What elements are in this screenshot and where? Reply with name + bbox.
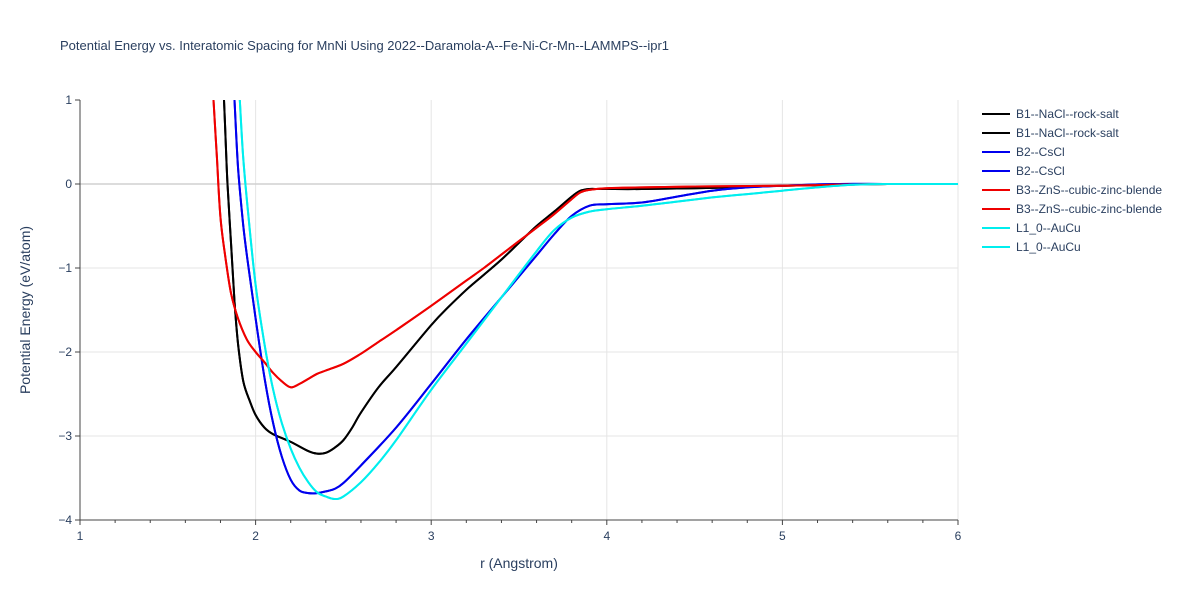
legend-label: B2--CsCl — [1016, 164, 1065, 178]
y-tick-label: −3 — [58, 429, 72, 443]
legend-item[interactable]: B3--ZnS--cubic-zinc-blende — [982, 183, 1162, 197]
legend-label: B1--NaCl--rock-salt — [1016, 107, 1119, 121]
series-line-2 — [233, 100, 958, 495]
x-tick-label: 4 — [603, 529, 610, 543]
y-tick-label: −2 — [58, 345, 72, 359]
legend-label: L1_0--AuCu — [1016, 221, 1081, 235]
legend-item[interactable]: B2--CsCl — [982, 164, 1065, 178]
x-tick-label: 3 — [428, 529, 435, 543]
y-tick-label: −4 — [58, 513, 72, 527]
legend-item[interactable]: L1_0--AuCu — [982, 221, 1081, 235]
legend-item[interactable]: B1--NaCl--rock-salt — [982, 126, 1119, 140]
series-line-4 — [212, 100, 958, 389]
series-line-1 — [223, 100, 958, 455]
series-layer — [212, 100, 958, 501]
x-tick-label: 6 — [955, 529, 962, 543]
legend-label: B2--CsCl — [1016, 145, 1065, 159]
legend-item[interactable]: B3--ZnS--cubic-zinc-blende — [982, 202, 1162, 216]
legend-label: B3--ZnS--cubic-zinc-blende — [1016, 202, 1162, 216]
legend-label: B3--ZnS--cubic-zinc-blende — [1016, 183, 1162, 197]
series-line-5 — [212, 100, 958, 389]
legend[interactable]: B1--NaCl--rock-salt B1--NaCl--rock-salt B2… — [982, 107, 1162, 254]
x-tick-label: 1 — [77, 529, 84, 543]
legend-item[interactable]: L1_0--AuCu — [982, 240, 1081, 254]
series-line-7 — [238, 100, 958, 501]
y-tick-label: 1 — [65, 93, 72, 107]
x-tick-label: 2 — [252, 529, 259, 543]
y-tick-label: 0 — [65, 177, 72, 191]
y-axis-label: Potential Energy (eV/atom) — [17, 226, 33, 394]
x-axis-label: r (Angstrom) — [480, 555, 558, 571]
legend-item[interactable]: B2--CsCl — [982, 145, 1065, 159]
series-line-0 — [223, 100, 958, 455]
y-tick-label: −1 — [58, 261, 72, 275]
legend-label: L1_0--AuCu — [1016, 240, 1081, 254]
legend-label: B1--NaCl--rock-salt — [1016, 126, 1119, 140]
x-tick-label: 5 — [779, 529, 786, 543]
series-line-6 — [238, 100, 958, 501]
legend-item[interactable]: B1--NaCl--rock-salt — [982, 107, 1119, 121]
axes: 1 2 3 4 5 6 1 0 −1 −2 −3 −4 — [58, 93, 961, 543]
series-line-3 — [233, 100, 958, 495]
grid — [80, 100, 959, 520]
chart-title: Potential Energy vs. Interatomic Spacing… — [60, 38, 669, 53]
